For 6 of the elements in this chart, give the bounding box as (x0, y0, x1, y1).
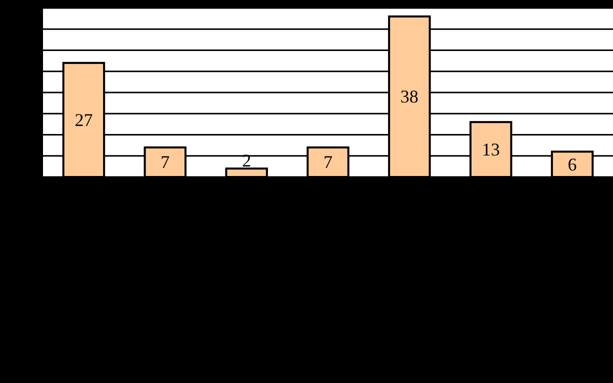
data-label: 13 (482, 140, 500, 160)
data-label: 7 (160, 152, 170, 172)
data-label: 7 (324, 152, 332, 172)
data-label: 27 (74, 110, 93, 130)
data-label: 6 (568, 154, 577, 174)
data-label: 38 (400, 86, 418, 107)
